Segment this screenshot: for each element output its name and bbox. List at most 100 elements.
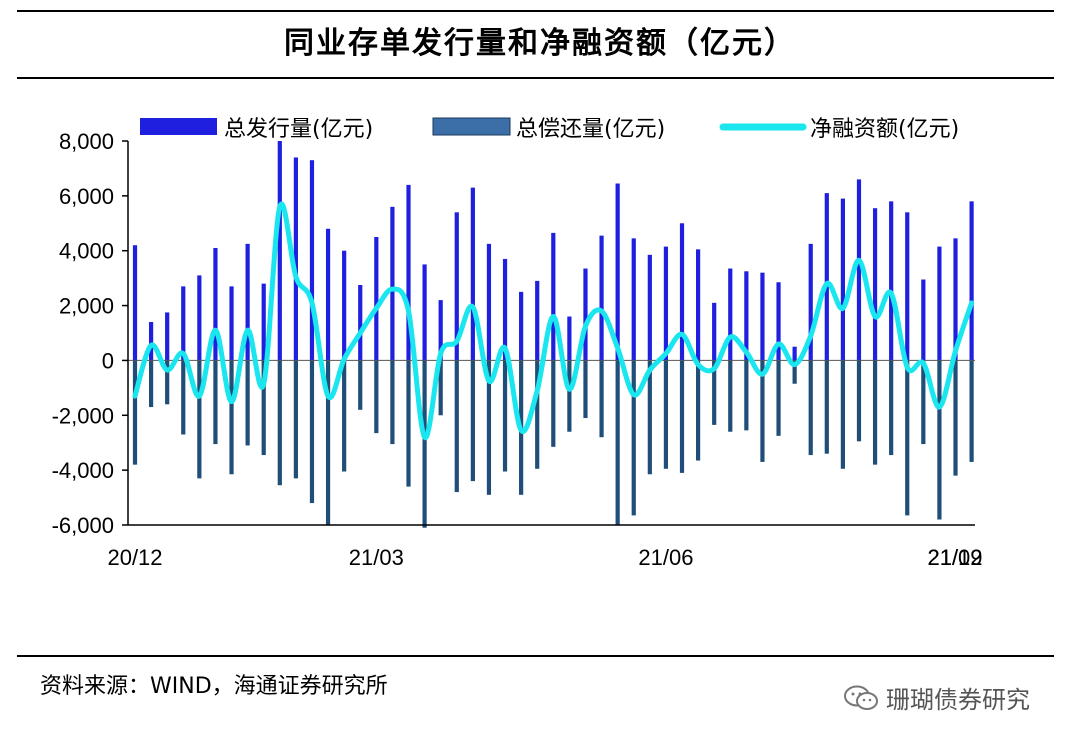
- issuance-bar: [921, 279, 926, 361]
- y-tick-label: -4,000: [52, 458, 114, 483]
- repayment-bar: [647, 360, 652, 475]
- repayment-bar: [776, 360, 781, 436]
- legend-issuance-swatch: [140, 118, 217, 135]
- issuance-bar: [309, 160, 315, 361]
- repayment-bar: [712, 360, 717, 425]
- repayment-bar: [728, 360, 733, 432]
- legend-net-label: 净融资额(亿元): [810, 117, 959, 142]
- issuance-bar: [647, 254, 652, 361]
- repayment-bar: [454, 360, 459, 493]
- repayment-bar: [969, 360, 974, 462]
- repayment-bar: [406, 360, 411, 487]
- repayment-bar: [213, 360, 218, 445]
- issuance-bar: [663, 246, 669, 361]
- repayment-bar: [744, 360, 749, 431]
- repayment-bar: [486, 360, 492, 495]
- issuance-bar: [872, 208, 878, 361]
- title-bottom-rule: [17, 77, 1054, 79]
- repayment-bar: [229, 360, 234, 475]
- issuance-bar: [824, 193, 829, 361]
- issuance-bar: [760, 272, 765, 361]
- y-tick-label: 4,000: [59, 239, 114, 264]
- repayment-bar: [760, 360, 765, 462]
- repayment-bar: [181, 360, 186, 435]
- issuance-bar: [840, 198, 845, 361]
- issuance-bar: [712, 302, 717, 361]
- x-tick-label: 21/03: [349, 545, 404, 570]
- repayment-bar: [245, 360, 250, 446]
- repayment-bar: [905, 360, 910, 516]
- issuance-bar: [519, 291, 524, 361]
- repayment-bar: [695, 360, 701, 461]
- issuance-bar: [599, 235, 604, 361]
- issuance-bar: [502, 258, 508, 361]
- issuance-bar: [969, 201, 974, 361]
- repayment-bar: [132, 360, 138, 465]
- repayment-bar: [615, 360, 620, 525]
- x-tick-label: 21/12: [927, 545, 982, 570]
- repayment-bar: [165, 360, 170, 405]
- repayment-bar: [567, 360, 572, 432]
- repayment-bar: [148, 360, 154, 408]
- watermark-text: 珊瑚债券研究: [886, 686, 1030, 714]
- legend-repayment-label: 总偿还量(亿元): [516, 117, 665, 142]
- issuance-bar: [567, 316, 572, 361]
- title-top-rule: [17, 10, 1054, 12]
- issuance-bar: [776, 282, 781, 361]
- repayment-bar: [824, 360, 829, 454]
- issuance-bar: [551, 232, 556, 361]
- issuance-bar: [792, 346, 797, 361]
- legend-issuance-label: 总发行量(亿元): [224, 117, 373, 142]
- issuance-bar: [728, 268, 733, 361]
- repayment-bar: [889, 360, 894, 456]
- repayment-bar: [325, 360, 331, 525]
- issuance-bar: [808, 243, 813, 361]
- issuance-bar: [293, 157, 298, 361]
- repayment-bar: [535, 360, 540, 469]
- issuance-bar: [148, 322, 154, 361]
- source-top-rule: [17, 655, 1054, 657]
- source-note: 资料来源：WIND，海通证券研究所: [40, 674, 388, 699]
- repayment-bar: [277, 360, 282, 486]
- repayment-bar: [390, 360, 395, 445]
- repayment-bar: [921, 360, 926, 445]
- x-tick-label: 20/12: [107, 545, 162, 570]
- issuance-bar: [358, 285, 363, 361]
- repayment-bar: [937, 360, 942, 520]
- net-financing-line: [132, 201, 975, 440]
- repayment-bar: [663, 360, 669, 469]
- issuance-bar: [470, 187, 475, 361]
- issuance-bar: [342, 250, 347, 361]
- y-tick-label: -2,000: [52, 403, 114, 428]
- issuance-bar: [245, 243, 250, 361]
- repayment-bar: [953, 360, 958, 476]
- repayment-bar: [293, 360, 298, 479]
- repayment-bar: [502, 360, 508, 472]
- issuance-bar: [422, 264, 427, 361]
- y-tick-label: 0: [102, 348, 114, 373]
- issuance-bar: [277, 141, 282, 361]
- y-tick-label: 2,000: [59, 294, 114, 319]
- legend-repayment-swatch: [432, 117, 511, 136]
- chart-title: 同业存单发行量和净融资额（亿元）: [284, 26, 796, 61]
- issuance-bar: [695, 249, 701, 361]
- x-tick-label: 21/09: [927, 545, 982, 570]
- x-tick-label: 21/06: [638, 545, 693, 570]
- issuance-bar: [374, 237, 379, 361]
- repayment-bar: [438, 360, 443, 416]
- repayment-bar: [470, 360, 475, 482]
- repayment-bar: [261, 360, 266, 456]
- issuance-bar: [583, 268, 588, 361]
- issuance-bar: [679, 223, 685, 361]
- issuance-bar: [406, 184, 411, 361]
- issuance-bar: [132, 245, 138, 361]
- repayment-bar: [808, 360, 813, 456]
- wechat-icon: [844, 685, 878, 710]
- repayment-bar: [358, 360, 363, 410]
- issuance-bar: [937, 246, 942, 361]
- issuance-bar: [390, 206, 395, 361]
- repayment-bar: [679, 360, 685, 473]
- issuance-bar: [438, 300, 443, 361]
- issuance-bar: [165, 312, 170, 361]
